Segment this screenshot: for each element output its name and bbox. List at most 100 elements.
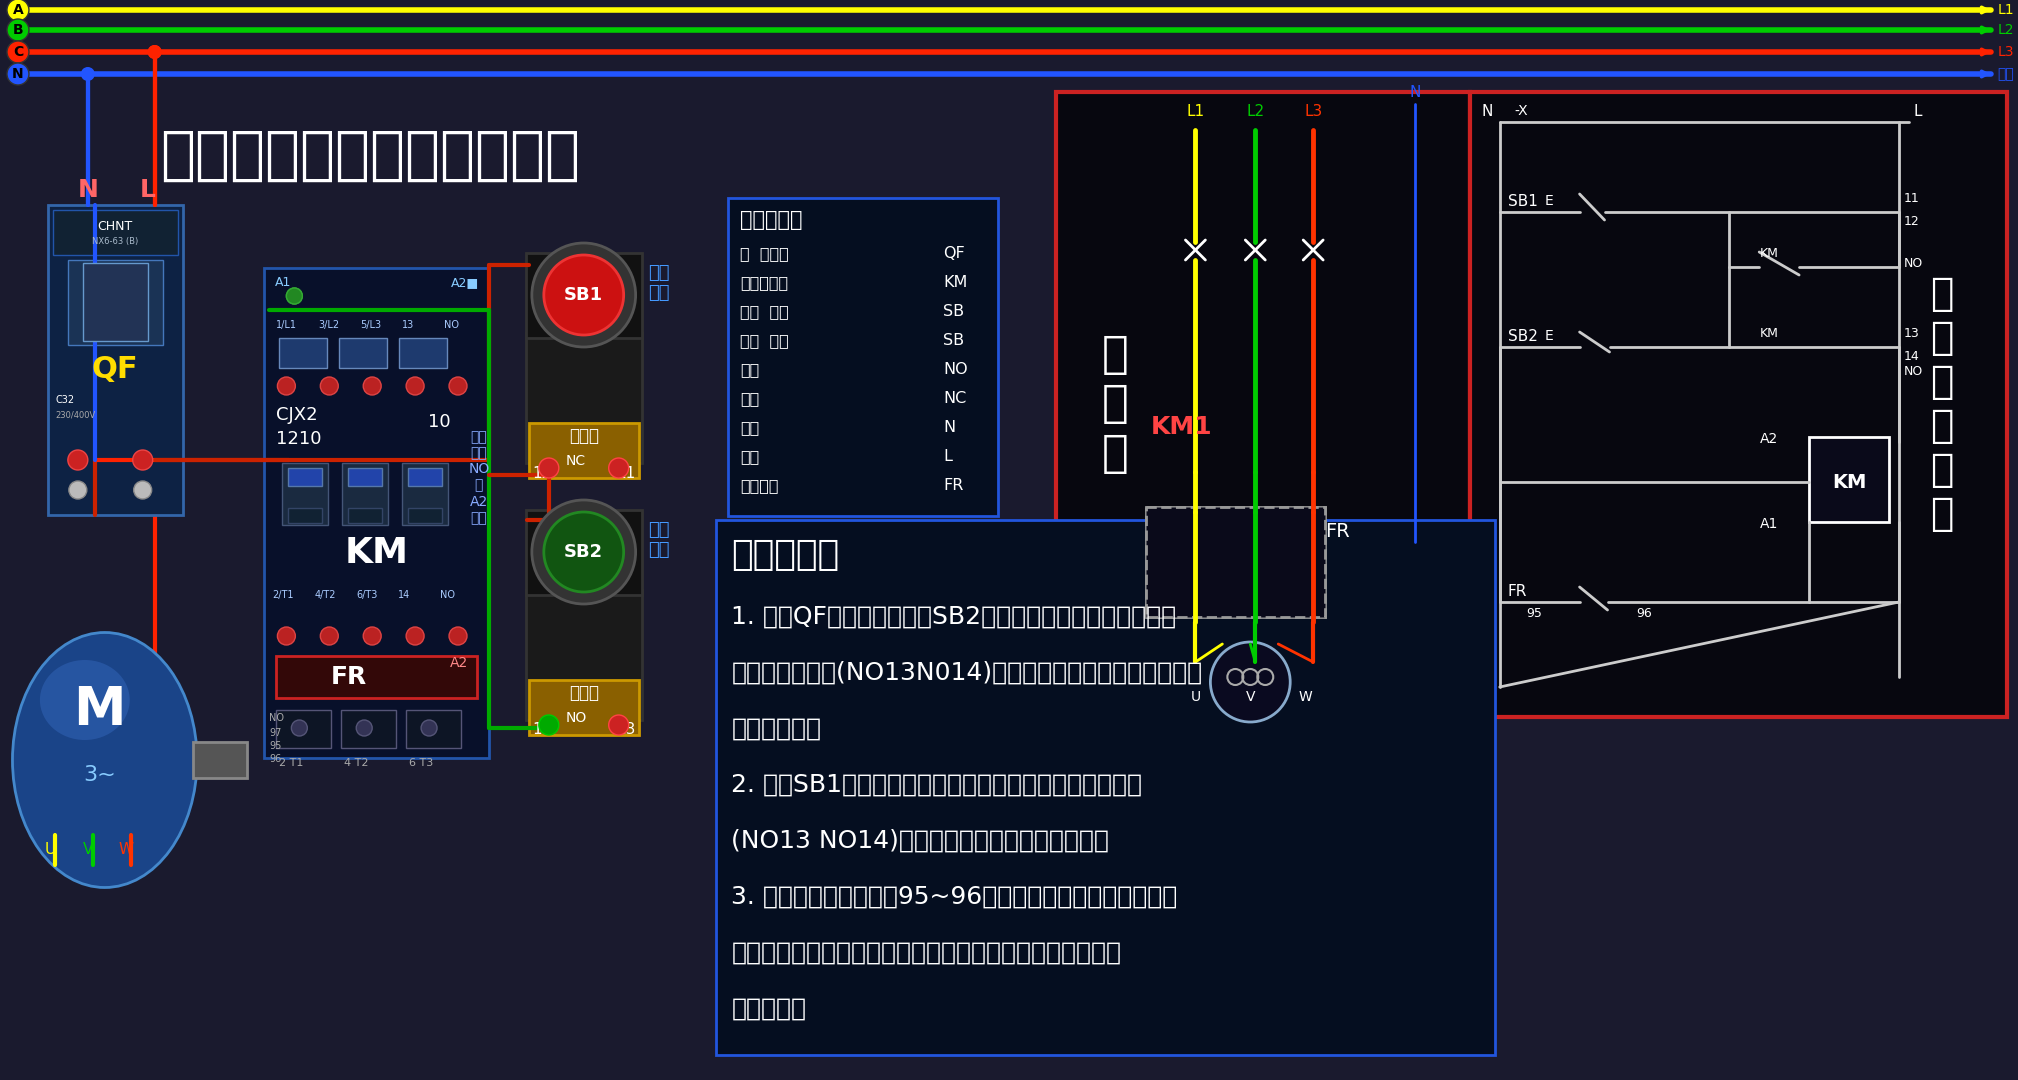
Circle shape (133, 481, 151, 499)
Circle shape (133, 450, 153, 470)
Circle shape (6, 63, 28, 85)
Text: A: A (12, 3, 24, 17)
Bar (349, 468, 381, 486)
Text: L1: L1 (1187, 104, 1205, 119)
Text: 零线: 零线 (741, 420, 759, 435)
Circle shape (276, 377, 295, 395)
Text: N: N (1409, 85, 1421, 100)
Bar (406, 710, 460, 748)
Text: FR: FR (331, 665, 367, 689)
Bar (276, 656, 476, 698)
Text: 14: 14 (398, 590, 410, 600)
Text: FR: FR (942, 478, 963, 492)
Text: (NO13 NO14)断开失去自锁，负载停止运行。: (NO13 NO14)断开失去自锁，负载停止运行。 (731, 829, 1110, 853)
Text: QF: QF (91, 355, 137, 384)
Circle shape (287, 288, 303, 303)
Text: QF: QF (942, 246, 965, 261)
Text: N: N (942, 420, 955, 435)
Text: 95: 95 (1528, 607, 1542, 620)
Text: W: W (119, 842, 133, 858)
Circle shape (357, 720, 371, 735)
Circle shape (81, 67, 95, 81)
Text: U: U (1191, 690, 1201, 704)
Text: N: N (1481, 104, 1493, 119)
Bar (529, 423, 638, 478)
Text: 辅助触点断开失去自锁，负载停止运行，有效保护负载因过: 辅助触点断开失去自锁，负载停止运行，有效保护负载因过 (731, 941, 1122, 966)
Text: 零线: 零线 (1998, 67, 2014, 81)
Text: A2: A2 (1760, 432, 1778, 446)
Text: 14: 14 (533, 723, 551, 738)
Text: 11: 11 (1903, 192, 1919, 205)
Bar (192, 742, 248, 778)
Ellipse shape (40, 660, 129, 740)
Text: N: N (77, 178, 99, 202)
Circle shape (69, 450, 89, 470)
Bar (716, 519, 1495, 1055)
Text: 自锁
触点
NO
和
A2
相连: 自锁 触点 NO 和 A2 相连 (468, 430, 490, 525)
Circle shape (6, 41, 28, 63)
Bar (1808, 437, 1889, 522)
Text: 95: 95 (270, 741, 283, 751)
Text: 3. 当负载过载热继电器95~96常闭点断开线圈失电主触点及: 3. 当负载过载热继电器95~96常闭点断开线圈失电主触点及 (731, 885, 1179, 909)
Bar (339, 338, 387, 368)
Bar (408, 508, 442, 523)
Text: 二
次
控
制
线
路: 二 次 控 制 线 路 (1929, 275, 1953, 534)
Bar (52, 210, 178, 255)
Bar (341, 710, 396, 748)
Text: 1210: 1210 (276, 430, 323, 448)
Text: 4 T2: 4 T2 (345, 758, 369, 768)
Bar (728, 198, 997, 516)
Bar (276, 710, 331, 748)
Circle shape (291, 720, 307, 735)
Text: 火线: 火线 (741, 449, 759, 464)
Text: 2 T1: 2 T1 (278, 758, 305, 768)
Circle shape (422, 720, 438, 735)
Text: 2/T1: 2/T1 (272, 590, 295, 600)
Circle shape (609, 458, 630, 478)
Text: 1/L1: 1/L1 (276, 320, 297, 330)
Circle shape (406, 377, 424, 395)
Text: 停止
按钮: 停止 按钮 (648, 264, 670, 302)
Text: 常闭点: 常闭点 (569, 427, 599, 445)
Circle shape (363, 377, 381, 395)
Circle shape (321, 627, 339, 645)
Text: 热过载保护二次控制线路图: 热过载保护二次控制线路图 (159, 126, 579, 184)
Circle shape (406, 627, 424, 645)
Text: M: M (73, 684, 125, 735)
Text: B: B (12, 23, 24, 37)
Circle shape (609, 715, 630, 735)
Text: 96: 96 (270, 754, 283, 764)
Text: 常开点: 常开点 (569, 684, 599, 702)
Circle shape (543, 255, 624, 335)
Text: 热继电器: 热继电器 (741, 478, 779, 492)
Circle shape (539, 458, 559, 478)
Circle shape (1211, 642, 1290, 723)
Circle shape (363, 627, 381, 645)
Text: 13: 13 (402, 320, 414, 330)
Text: E: E (1544, 194, 1554, 208)
Text: 11: 11 (615, 465, 636, 481)
Ellipse shape (12, 633, 198, 888)
Text: 1. 合上QF接通电源，按下SB2启动按钮，线圈得电，主触点: 1. 合上QF接通电源，按下SB2启动按钮，线圈得电，主触点 (731, 605, 1176, 629)
Text: 2. 按下SB1停止按钮，线圈失电，主触点断开，辅助触点: 2. 按下SB1停止按钮，线圈失电，主触点断开，辅助触点 (731, 773, 1142, 797)
Bar (289, 508, 323, 523)
Text: 13: 13 (615, 723, 636, 738)
Circle shape (287, 288, 303, 303)
Bar (400, 338, 448, 368)
Text: W: W (1298, 690, 1312, 704)
Text: A2: A2 (450, 656, 468, 670)
Text: A1: A1 (1760, 517, 1778, 531)
Circle shape (147, 45, 161, 59)
Text: C32: C32 (57, 395, 75, 405)
Bar (289, 468, 323, 486)
Circle shape (543, 512, 624, 592)
Text: 6 T3: 6 T3 (410, 758, 434, 768)
Text: E: E (1544, 329, 1554, 343)
Text: SB2: SB2 (1507, 329, 1538, 345)
Text: SB1: SB1 (1507, 194, 1538, 210)
Text: -X: -X (1516, 104, 1528, 118)
Bar (69, 260, 163, 345)
Text: N: N (12, 67, 24, 81)
Bar (527, 510, 642, 595)
Text: L2: L2 (1247, 104, 1265, 119)
